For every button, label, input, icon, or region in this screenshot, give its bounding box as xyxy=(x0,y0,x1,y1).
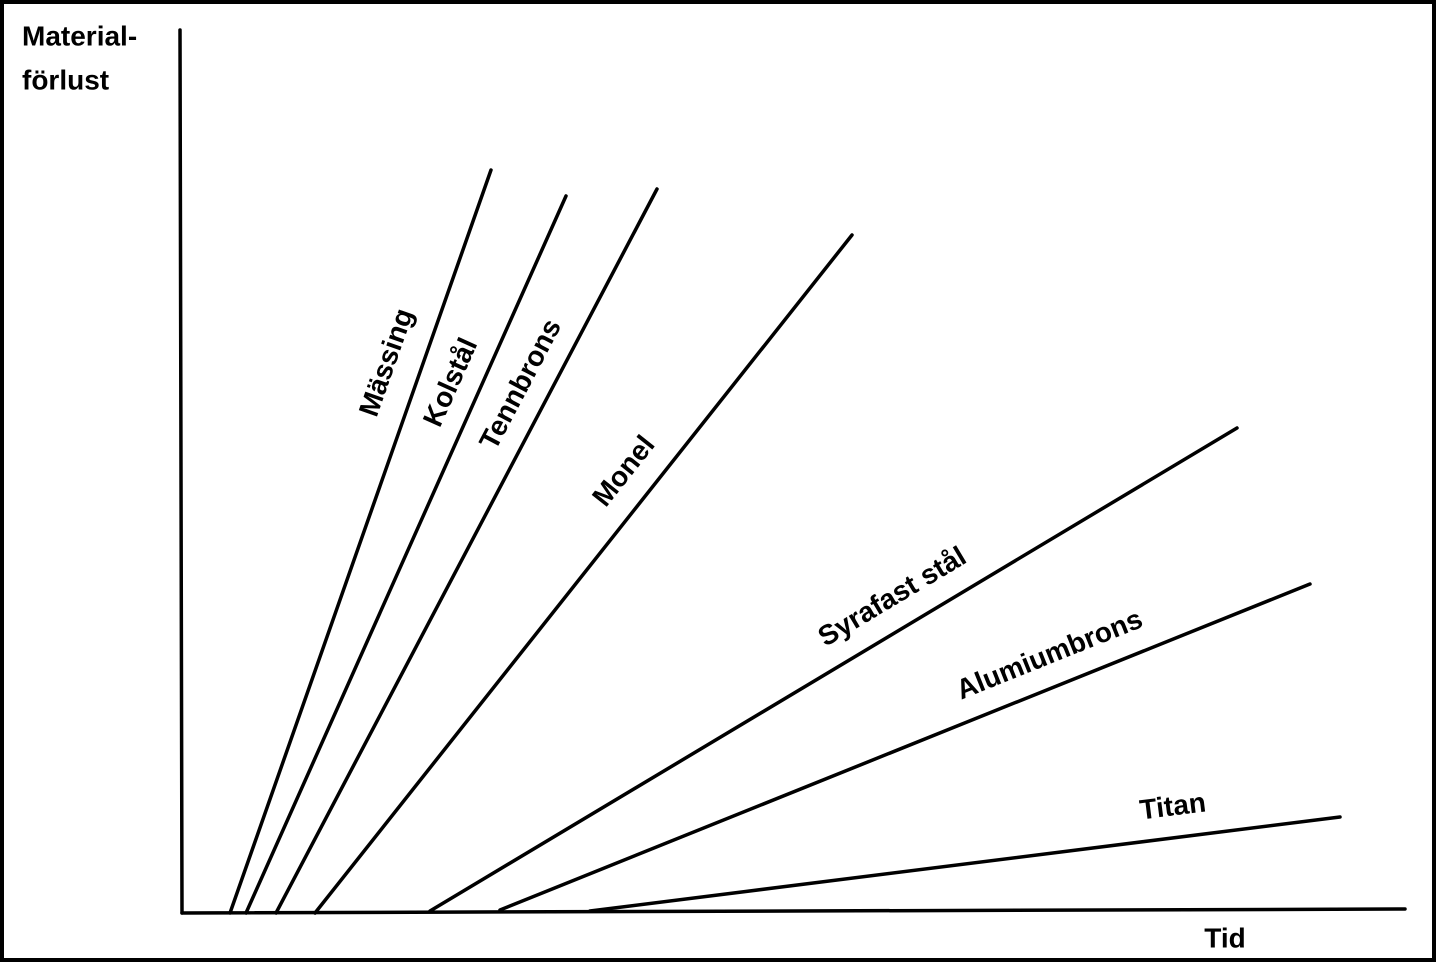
y-axis-label: Material- xyxy=(22,20,137,51)
x-axis xyxy=(180,907,1407,915)
material-line xyxy=(313,233,854,915)
line-label: Titan xyxy=(1138,786,1208,825)
material-line xyxy=(228,168,493,915)
y-axis xyxy=(178,28,184,915)
material-line xyxy=(498,582,1312,912)
line-label: Monel xyxy=(586,429,661,512)
y-axis-label: förlust xyxy=(22,64,109,95)
material-line xyxy=(428,426,1239,913)
material-line xyxy=(274,187,659,915)
x-axis-label: Tid xyxy=(1204,922,1245,953)
material-line xyxy=(244,194,568,915)
material-line xyxy=(588,815,1342,913)
